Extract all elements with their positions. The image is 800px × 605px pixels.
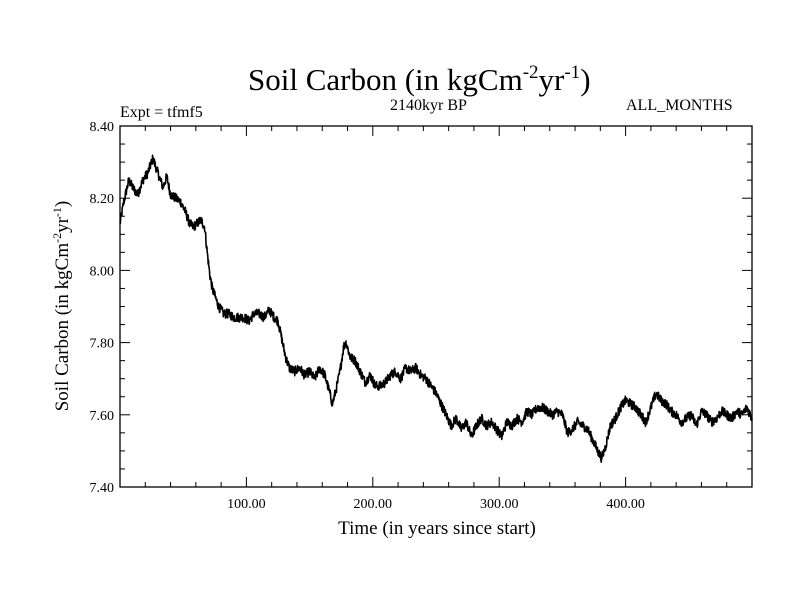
subtitle-months: ALL_MONTHS [626, 97, 733, 114]
chart-title-text: Soil Carbon (in kgCm [248, 62, 523, 97]
series-group [119, 154, 753, 463]
y-axis-label-close: ) [52, 201, 73, 207]
plot-frame [119, 125, 753, 488]
x-tick-label: 400.00 [606, 497, 645, 512]
x-tick-label: 200.00 [354, 497, 393, 512]
chart-title: Soil Carbon (in kgCm-2yr-1) [248, 62, 591, 97]
y-tick-label: 7.40 [90, 481, 115, 496]
y-tick-label: 8.00 [90, 264, 115, 279]
y-axis-label-yr: yr [52, 216, 73, 233]
y-axis-label: Soil Carbon (in kgCm-2yr-1) [50, 201, 73, 412]
x-tick-label: 300.00 [480, 497, 519, 512]
tick-labels-group: 100.00 200.00 300.00 400.00 7.40 7.60 7.80 8.00… [90, 120, 645, 512]
subtitle-period: 2140kyr BP [390, 97, 467, 114]
y-axis-label-text: Soil Carbon (in kgCm [52, 243, 73, 412]
chart-title-exp1: -2 [523, 62, 539, 83]
y-tick-label: 7.60 [90, 409, 115, 424]
y-tick-label: 7.80 [90, 337, 115, 352]
series-line-soil-carbon [119, 154, 753, 463]
chart-title-yr: yr [539, 62, 566, 97]
subtitle-experiment: Expt = tfmf5 [120, 104, 203, 121]
y-axis-label-exp2: -1 [50, 207, 64, 217]
x-axis-label: Time (in years since start) [338, 518, 536, 539]
chart-title-exp2: -1 [564, 62, 580, 83]
chart-title-close: ) [580, 62, 590, 97]
ticks-group [120, 126, 752, 487]
x-tick-label: 100.00 [227, 497, 266, 512]
y-tick-label: 8.40 [90, 120, 115, 135]
y-tick-label: 8.20 [90, 192, 115, 207]
y-axis-label-exp1: -2 [50, 233, 64, 243]
